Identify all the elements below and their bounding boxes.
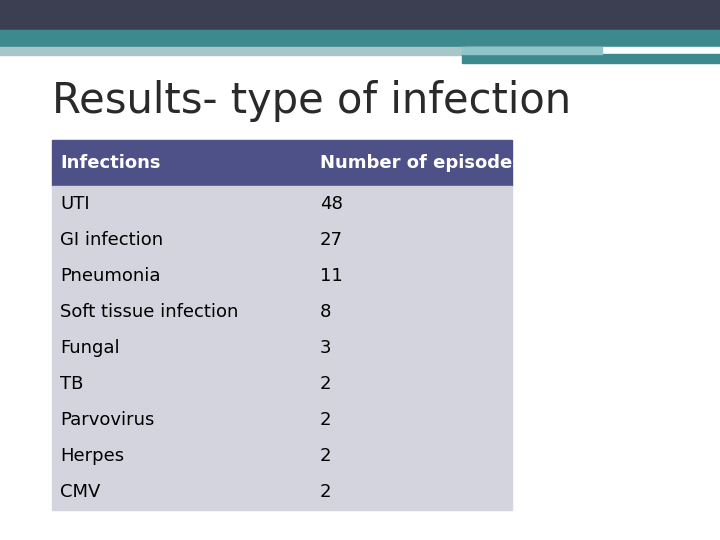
Bar [52, 402, 512, 438]
Text: CMV: CMV [60, 483, 100, 501]
Text: Number of episodes: Number of episodes [320, 154, 523, 172]
Text: 48: 48 [320, 195, 343, 213]
Text: 27: 27 [320, 231, 343, 249]
Text: GI infection: GI infection [60, 231, 163, 249]
Text: Herpes: Herpes [60, 447, 124, 465]
Text: TB: TB [60, 375, 84, 393]
Text: 2: 2 [320, 447, 331, 465]
Text: 2: 2 [320, 375, 331, 393]
Bar [52, 330, 512, 366]
Text: 3: 3 [320, 339, 331, 357]
Text: Soft tissue infection: Soft tissue infection [60, 303, 238, 321]
Bar [462, 47, 602, 54]
Bar [462, 54, 720, 63]
Text: Results- type of infection: Results- type of infection [52, 80, 571, 122]
Text: 2: 2 [320, 411, 331, 429]
Bar [0, 30, 720, 48]
Bar [52, 140, 512, 186]
Bar [0, 47, 465, 55]
Bar [52, 366, 512, 402]
Bar [52, 186, 512, 222]
Bar [52, 474, 512, 510]
Text: Fungal: Fungal [60, 339, 120, 357]
Text: Infections: Infections [60, 154, 161, 172]
Bar [52, 294, 512, 330]
Bar [52, 258, 512, 294]
Text: 11: 11 [320, 267, 343, 285]
Text: Pneumonia: Pneumonia [60, 267, 161, 285]
Bar [465, 47, 720, 55]
Text: UTI: UTI [60, 195, 89, 213]
Text: 8: 8 [320, 303, 331, 321]
Text: Parvovirus: Parvovirus [60, 411, 154, 429]
Bar [0, 0, 720, 30]
Bar [52, 222, 512, 258]
Text: 2: 2 [320, 483, 331, 501]
Bar [52, 438, 512, 474]
